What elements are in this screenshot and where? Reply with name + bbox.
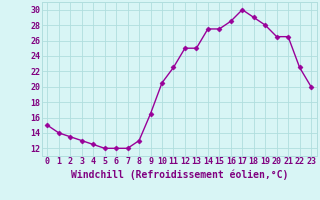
X-axis label: Windchill (Refroidissement éolien,°C): Windchill (Refroidissement éolien,°C) [70,169,288,180]
